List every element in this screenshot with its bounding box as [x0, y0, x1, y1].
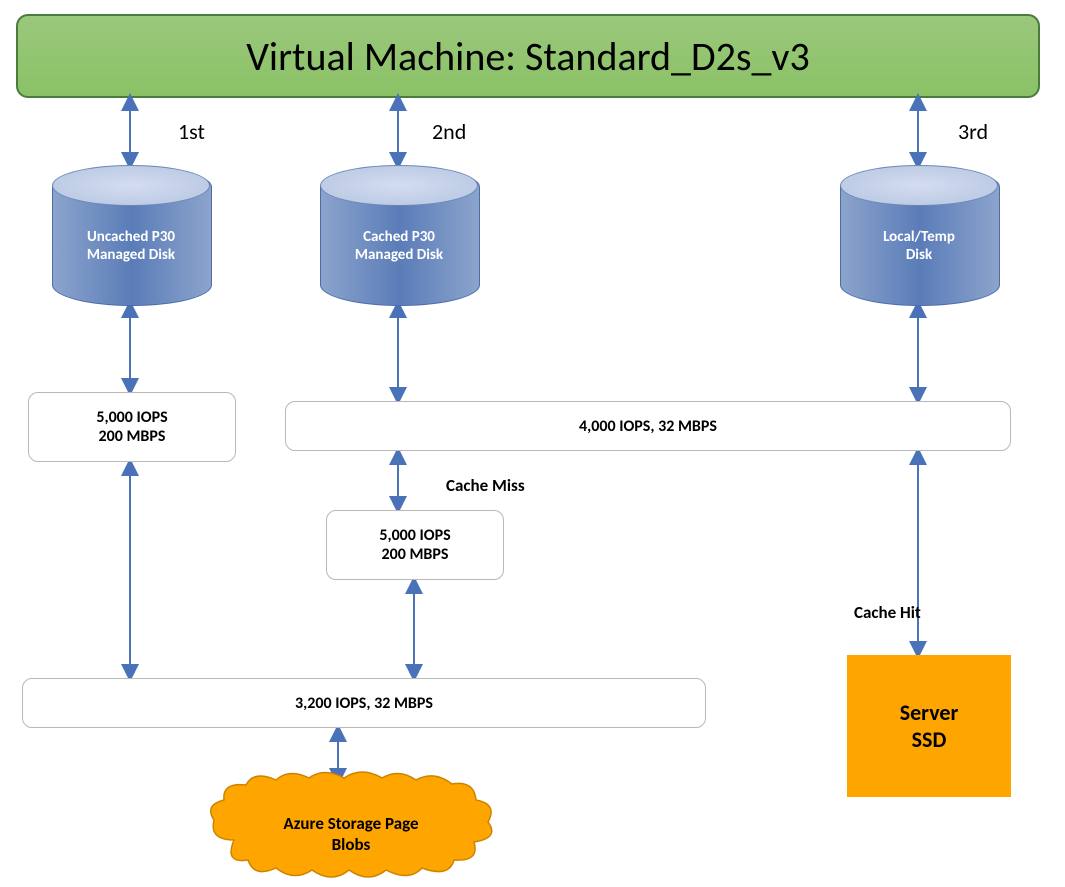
uncached-iops-line2: 200 MBPS — [99, 427, 166, 446]
cached-disk-line1: Cached P30 — [363, 228, 435, 246]
cylinder-top — [840, 165, 998, 206]
cylinder-label: Local/Temp Disk — [840, 228, 998, 264]
cloud-line1: Azure Storage Page — [283, 813, 418, 834]
cached-disk-line2: Managed Disk — [355, 246, 443, 264]
ordinal-3rd: 3rd — [958, 118, 988, 145]
uncached-iops-box: 5,000 IOPS 200 MBPS — [28, 392, 236, 462]
ordinal-2nd: 2nd — [432, 118, 466, 145]
ssd-line1: Server — [900, 699, 959, 726]
cached-iops-wide-box: 4,000 IOPS, 32 MBPS — [285, 401, 1011, 451]
cache-miss-iops-line2: 200 MBPS — [382, 545, 449, 564]
cylinder-label: Uncached P30 Managed Disk — [52, 228, 210, 264]
uncached-iops-line1: 5,000 IOPS — [96, 408, 167, 427]
backend-iops-text: 3,200 IOPS, 32 MBPS — [295, 694, 433, 713]
vm-title: Virtual Machine: Standard_D2s_v3 — [246, 32, 810, 81]
cache-miss-iops-line1: 5,000 IOPS — [379, 526, 450, 545]
vm-box: Virtual Machine: Standard_D2s_v3 — [16, 14, 1040, 98]
cached-iops-wide-text: 4,000 IOPS, 32 MBPS — [579, 417, 717, 436]
local-disk-line2: Disk — [906, 246, 932, 264]
cylinder-top — [320, 165, 478, 206]
uncached-disk-line1: Uncached P30 — [87, 228, 175, 246]
local-disk-line1: Local/Temp — [883, 228, 955, 246]
uncached-disk-cylinder: Uncached P30 Managed Disk — [52, 166, 210, 304]
cloud-label: Azure Storage Page Blobs — [204, 813, 498, 855]
cloud-line2: Blobs — [332, 834, 371, 855]
cache-miss-iops-box: 5,000 IOPS 200 MBPS — [326, 510, 504, 580]
cache-miss-label: Cache Miss — [446, 475, 525, 496]
azure-cloud: Azure Storage Page Blobs — [204, 770, 498, 882]
uncached-disk-line2: Managed Disk — [87, 246, 175, 264]
backend-iops-box: 3,200 IOPS, 32 MBPS — [22, 678, 706, 728]
cached-disk-cylinder: Cached P30 Managed Disk — [320, 166, 478, 304]
ssd-line2: SSD — [912, 726, 947, 753]
local-disk-cylinder: Local/Temp Disk — [840, 166, 998, 304]
cache-hit-label: Cache Hit — [854, 602, 921, 623]
cylinder-label: Cached P30 Managed Disk — [320, 228, 478, 264]
cylinder-top — [52, 165, 210, 206]
server-ssd-box: Server SSD — [847, 655, 1011, 797]
ordinal-1st: 1st — [178, 118, 205, 145]
